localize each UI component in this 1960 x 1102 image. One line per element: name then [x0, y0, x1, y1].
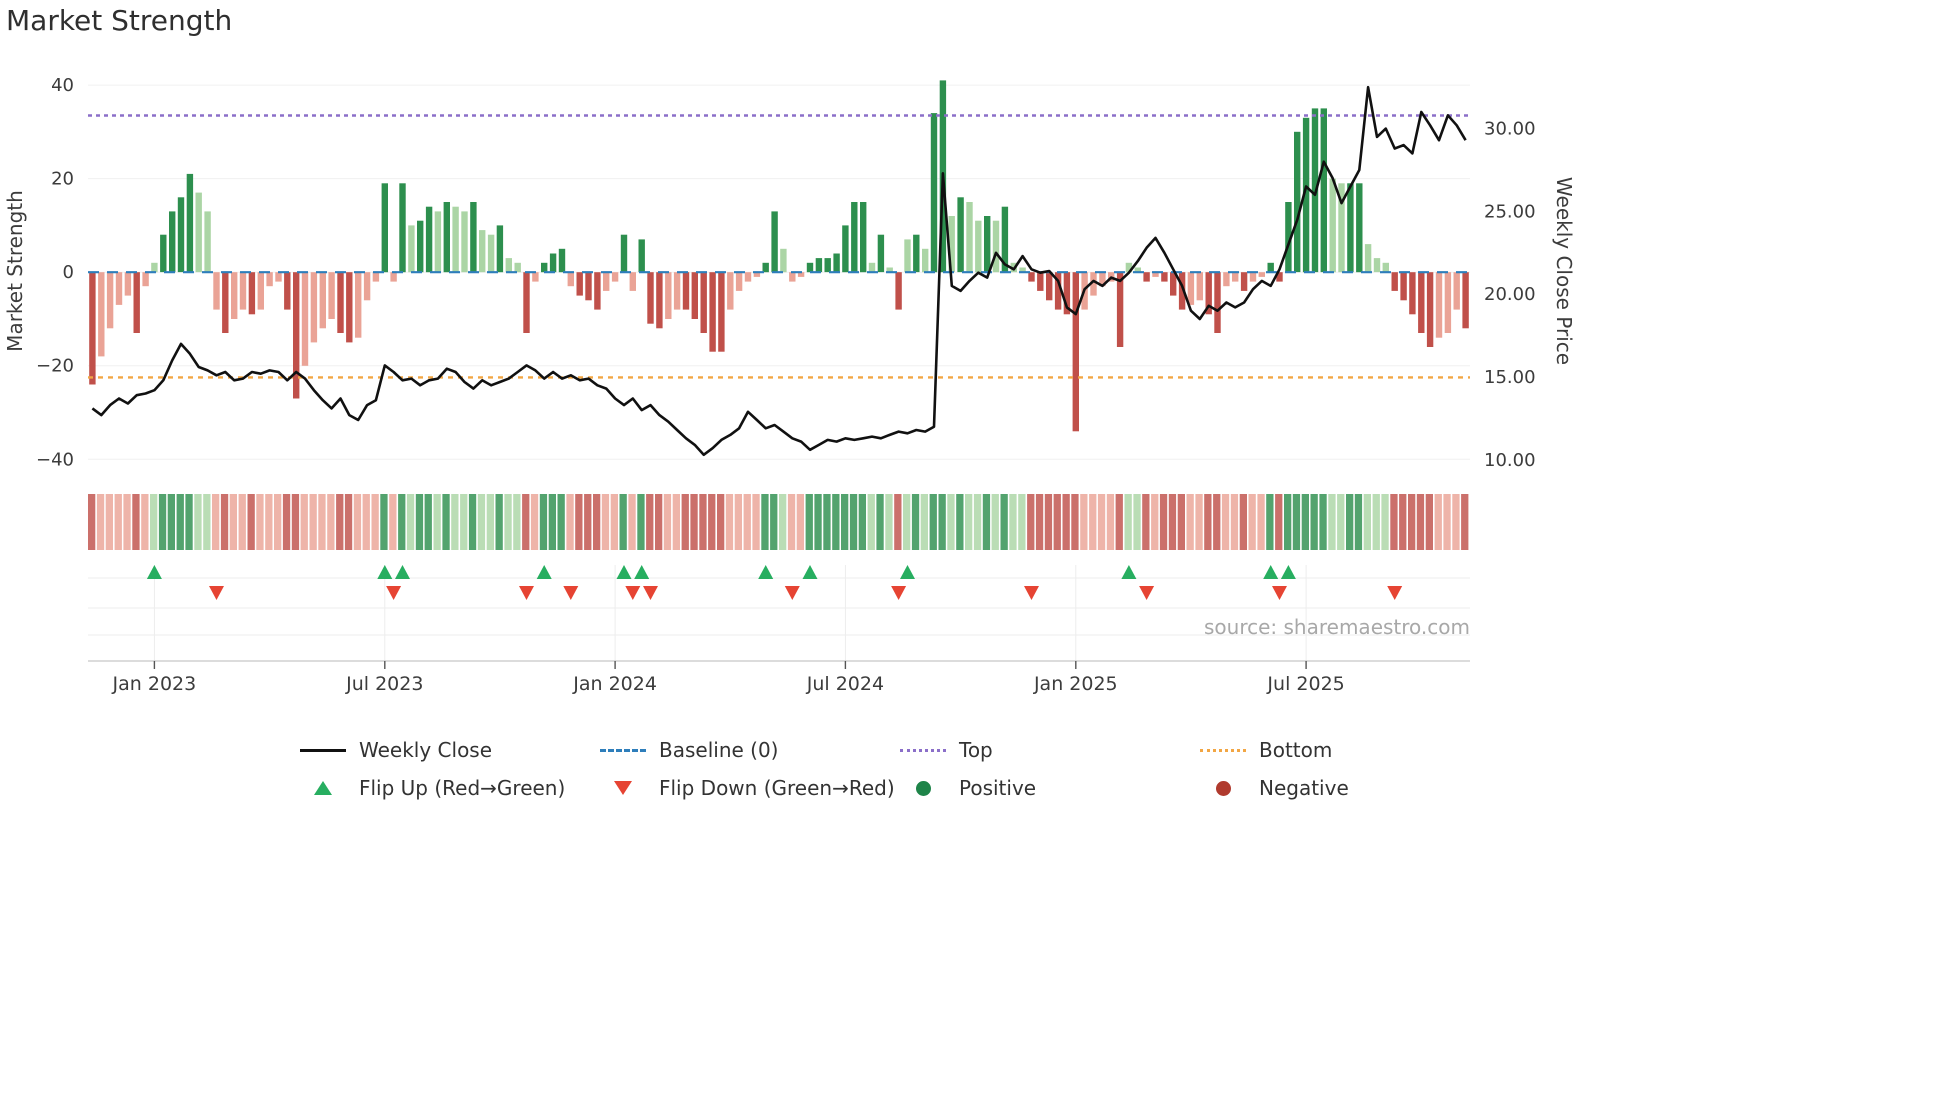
legend-item-bottom: Bottom [1200, 736, 1500, 764]
legend-label-weekly-close: Weekly Close [359, 738, 493, 762]
legend-label-top: Top [959, 738, 993, 762]
svg-text:source: sharemaestro.com: source: sharemaestro.com [1204, 615, 1470, 639]
legend-label-bottom: Bottom [1259, 738, 1333, 762]
svg-text:25.00: 25.00 [1484, 201, 1536, 222]
svg-text:Jul 2024: Jul 2024 [806, 673, 884, 695]
flip-up-triangle-icon [300, 781, 346, 795]
svg-text:Jan 2023: Jan 2023 [112, 673, 197, 695]
svg-text:15.00: 15.00 [1484, 367, 1536, 388]
baseline-dash-icon [600, 748, 646, 752]
bottom-dotted-line-icon [1200, 748, 1246, 752]
legend-item-baseline: Baseline (0) [600, 736, 900, 764]
legend-label-flip-up: Flip Up (Red→Green) [359, 776, 566, 800]
svg-text:40: 40 [51, 75, 74, 96]
legend-label-flip-down: Flip Down (Green→Red) [659, 776, 895, 800]
legend-item-flip-down: Flip Down (Green→Red) [600, 774, 900, 802]
legend-label-positive: Positive [959, 776, 1037, 800]
svg-text:30.00: 30.00 [1484, 119, 1536, 140]
positive-dot-icon [900, 780, 946, 796]
legend-item-weekly-close: Weekly Close [300, 736, 600, 764]
svg-text:10.00: 10.00 [1484, 450, 1536, 471]
legend-item-negative: Negative [1200, 774, 1500, 802]
legend-label-negative: Negative [1259, 776, 1349, 800]
top-dotted-line-icon [900, 748, 946, 752]
legend-item-positive: Positive [900, 774, 1200, 802]
legend-item-flip-up: Flip Up (Red→Green) [300, 774, 600, 802]
market-strength-chart: 40 20 0 −20 −40 30.00 25.00 20.00 15.00 10.00 sour… [3, 75, 1576, 695]
svg-text:0: 0 [63, 262, 74, 283]
weekly-close-line-icon [300, 748, 346, 752]
svg-text:Jul 2025: Jul 2025 [1266, 673, 1344, 695]
legend-item-top: Top [900, 736, 1200, 764]
svg-text:Jul 2023: Jul 2023 [345, 673, 423, 695]
svg-text:−20: −20 [36, 356, 74, 377]
svg-text:Weekly Close Price: Weekly Close Price [1552, 177, 1576, 365]
flip-down-triangle-icon [600, 781, 646, 795]
svg-text:Market Strength: Market Strength [3, 190, 27, 352]
page-title: Market Strength [6, 4, 233, 37]
svg-text:Jan 2025: Jan 2025 [1033, 673, 1118, 695]
chart-legend: Weekly Close Baseline (0) Top Bottom Fli… [300, 736, 1500, 802]
legend-label-baseline: Baseline (0) [659, 738, 779, 762]
svg-text:−40: −40 [36, 449, 74, 470]
svg-text:20.00: 20.00 [1484, 284, 1536, 305]
svg-text:20: 20 [51, 169, 74, 190]
svg-text:Jan 2024: Jan 2024 [572, 673, 657, 695]
negative-dot-icon [1200, 780, 1246, 796]
